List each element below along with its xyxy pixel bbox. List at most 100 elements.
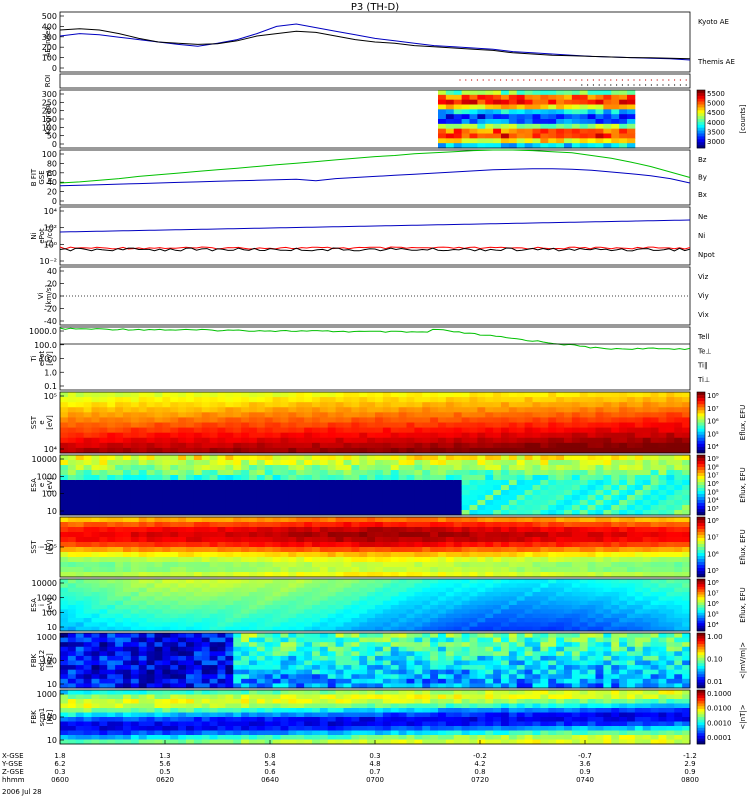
panel-ylabel: e (38, 420, 46, 424)
panel-velocity: Vi [km/s] 40 20 0 -20 -40 Viz Viy Vix (37, 266, 709, 326)
x-tick-label: 0600 (51, 776, 69, 784)
panel-ylabel: ePot (38, 351, 46, 367)
panel-roi: ROI (44, 73, 691, 89)
roi-dot (459, 79, 461, 81)
y-tick-label: 100 (42, 490, 57, 499)
colorbar-tick: 10⁶ (707, 480, 719, 488)
colorbar-label: Eflux, EFU (739, 529, 747, 564)
roi-dot (529, 79, 531, 81)
colorbar-tick: 10⁴ (707, 497, 719, 505)
roi-dot (656, 79, 658, 81)
colorbar-tick: 0.10 (707, 656, 723, 664)
colorbar-label: Eflux, EFU (739, 587, 747, 622)
x-tick-label: 1.3 (159, 752, 170, 760)
panel-ylabel: scm1 (38, 708, 46, 727)
roi-dot (645, 84, 647, 86)
roi-dot (476, 79, 478, 81)
colorbar (696, 632, 706, 689)
x-axis-row-label: hhmm (2, 776, 25, 784)
roi-dot (674, 79, 676, 81)
panel-ylabel: Vi (37, 293, 45, 300)
y-tick-label: 40 (47, 267, 57, 276)
panel-frame (59, 326, 691, 391)
colorbar-tick: 10³ (707, 505, 719, 513)
y-tick-label: 10 (47, 623, 57, 632)
roi-dot (621, 79, 624, 81)
date-label: 2006 Jul 28 (2, 788, 42, 796)
y-tick-label: 300 (42, 90, 57, 99)
y-tick-label: 200 (42, 107, 57, 116)
y-tick-label: 1000 (37, 594, 57, 603)
legend-by: By (698, 174, 707, 182)
legend-bx: Bx (698, 191, 707, 199)
x-tick-label: 4.2 (474, 760, 485, 768)
panel-ylabel: SST (30, 415, 38, 429)
panel-ylabel: i (38, 546, 46, 548)
roi-dot (610, 79, 612, 81)
x-tick-label: 0720 (471, 776, 489, 784)
colorbar-tick: 10⁴ (707, 621, 719, 629)
roi-dot (685, 79, 687, 81)
y-tick-label: 10 (47, 736, 57, 745)
colorbar-tick: 0.0010 (707, 719, 732, 727)
y-tick-label: 1000 (37, 472, 57, 481)
y-tick-label: 100 (42, 123, 57, 132)
colorbar-tick: 10⁷ (707, 405, 719, 413)
x-tick-label: 0.3 (369, 752, 380, 760)
x-axis-row-label: Y-GSE (1, 760, 23, 768)
panel-frame (59, 391, 691, 454)
panel-frame (59, 73, 691, 89)
y-tick-label: 0 (52, 197, 57, 206)
colorbar-tick: 10⁸ (707, 517, 719, 525)
x-tick-label: 0700 (366, 776, 384, 784)
colorbar-tick: 10⁶ (707, 418, 719, 426)
y-tick-label: 0 (52, 64, 57, 73)
roi-dot (685, 84, 687, 86)
x-tick-label: 0.7 (369, 768, 380, 776)
y-tick-label: 100 (42, 54, 57, 63)
roi-dot (621, 84, 624, 86)
colorbar-tick: 10⁹ (707, 455, 719, 463)
roi-dot (494, 79, 496, 81)
x-tick-label: 0.6 (264, 768, 276, 776)
x-tick-label: 2.9 (684, 760, 695, 768)
panel-ylabel: FBK (30, 653, 38, 667)
y-tick-label: 1.0 (44, 368, 57, 377)
colorbar-label: <|mV/m|> (739, 642, 747, 679)
legend-vix: Vix (698, 311, 709, 319)
roi-dot (633, 84, 635, 86)
y-tick-label: 500 (42, 12, 57, 21)
colorbar-tick: 10⁵ (707, 567, 719, 575)
x-tick-label: 0.9 (684, 768, 695, 776)
density-line (59, 247, 691, 252)
legend-ne: Ne (698, 213, 708, 221)
colorbar-tick: 10⁷ (707, 534, 719, 542)
roi-dot (662, 79, 664, 81)
panel-frame (59, 206, 691, 266)
series-line-by (59, 149, 691, 184)
x-tick-label: -1.2 (683, 752, 697, 760)
roi-dot (598, 84, 600, 86)
roi-dot (581, 84, 583, 86)
panel-fbk_edc: FBK edc12 [Hz] 1000 100 10 1.00 0.10 0.01 <|mV/m|… (30, 632, 747, 689)
panel-frame (59, 454, 691, 516)
roi-dot (662, 84, 664, 86)
legend-te-: Te⊥ (697, 347, 712, 355)
y-tick-label: 60 (47, 169, 57, 178)
panel-ylabel: [eV] (46, 539, 54, 554)
y-tick-label: 10000 (32, 455, 57, 464)
y-tick-label: 0 (52, 292, 57, 301)
colorbar (696, 391, 706, 454)
y-tick-label: 10 (47, 507, 57, 516)
y-tick-label: 10.0 (39, 355, 57, 364)
panel-frame (59, 578, 691, 632)
roi-dot (540, 79, 542, 81)
roi-dot (679, 84, 682, 86)
colorbar (696, 578, 706, 632)
x-tick-label: 0620 (156, 776, 174, 784)
y-tick-label: 10⁴ (44, 445, 57, 454)
x-tick-label: 0.8 (264, 752, 275, 760)
y-tick-label: 250 (42, 98, 57, 107)
